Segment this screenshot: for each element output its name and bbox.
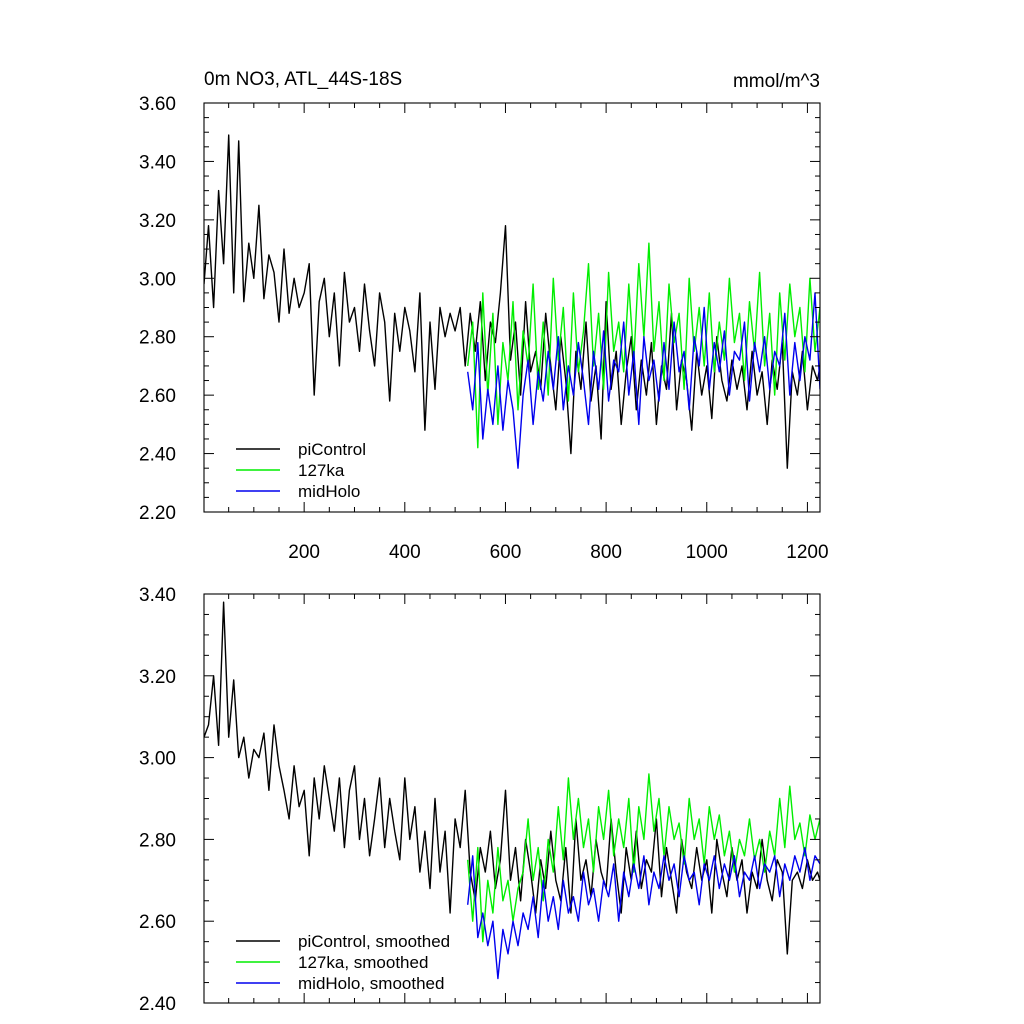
x-tick-label: 1200 [786,542,828,563]
panel-title-units: mmol/m^3 [733,71,820,92]
series-line-midholo [467,292,820,469]
y-tick-label: 2.40 [139,994,176,1015]
legend-label: piControl [298,440,366,459]
panel-title-left: 0m NO3, ATL_44S-18S [204,69,402,90]
series-line-picontrol [204,134,820,469]
x-tick-label: 1000 [686,542,728,563]
legend-label: midHolo [298,482,360,501]
series-line-midholo-smoothed [467,846,820,980]
bottom-chart-panel: 2.40 2.60 2.80 3.00 3.20 3.40 piControl, smoot… [139,585,821,1015]
top-chart-panel: 200 400 600 800 1000 1200 2.20 2.40 2.60 2.80 3.00… [139,94,829,563]
y-tick-label: 2.20 [139,503,176,524]
legend-label: 127ka, smoothed [298,953,428,972]
x-tick-label: 200 [288,542,320,563]
y-tick-label: 3.00 [139,269,176,290]
y-tick-label: 3.00 [139,749,176,770]
y-tick-label: 2.80 [139,328,176,349]
y-tick-label: 2.80 [139,830,176,851]
y-tick-label: 3.40 [139,585,176,606]
legend-label: midHolo, smoothed [298,974,444,993]
y-tick-label: 3.20 [139,667,176,688]
y-tick-label: 2.60 [139,386,176,407]
x-tick-label: 600 [490,542,522,563]
series-line-127ka-smoothed [467,773,820,943]
y-tick-label: 2.60 [139,912,176,933]
legend-label: piControl, smoothed [298,932,450,951]
legend-label: 127ka [298,461,345,480]
series-line-picontrol-smoothed [204,601,820,955]
y-tick-label: 3.20 [139,211,176,232]
legend: piControl, smoothed 127ka, smoothed midHol… [236,932,450,993]
y-tick-label: 3.40 [139,152,176,173]
x-tick-label: 400 [389,542,421,563]
y-tick-label: 3.60 [139,94,176,115]
x-tick-label: 800 [590,542,622,563]
plot-frame [203,593,821,1004]
legend: piControl 127ka midHolo [236,440,366,501]
y-tick-label: 2.40 [139,445,176,466]
